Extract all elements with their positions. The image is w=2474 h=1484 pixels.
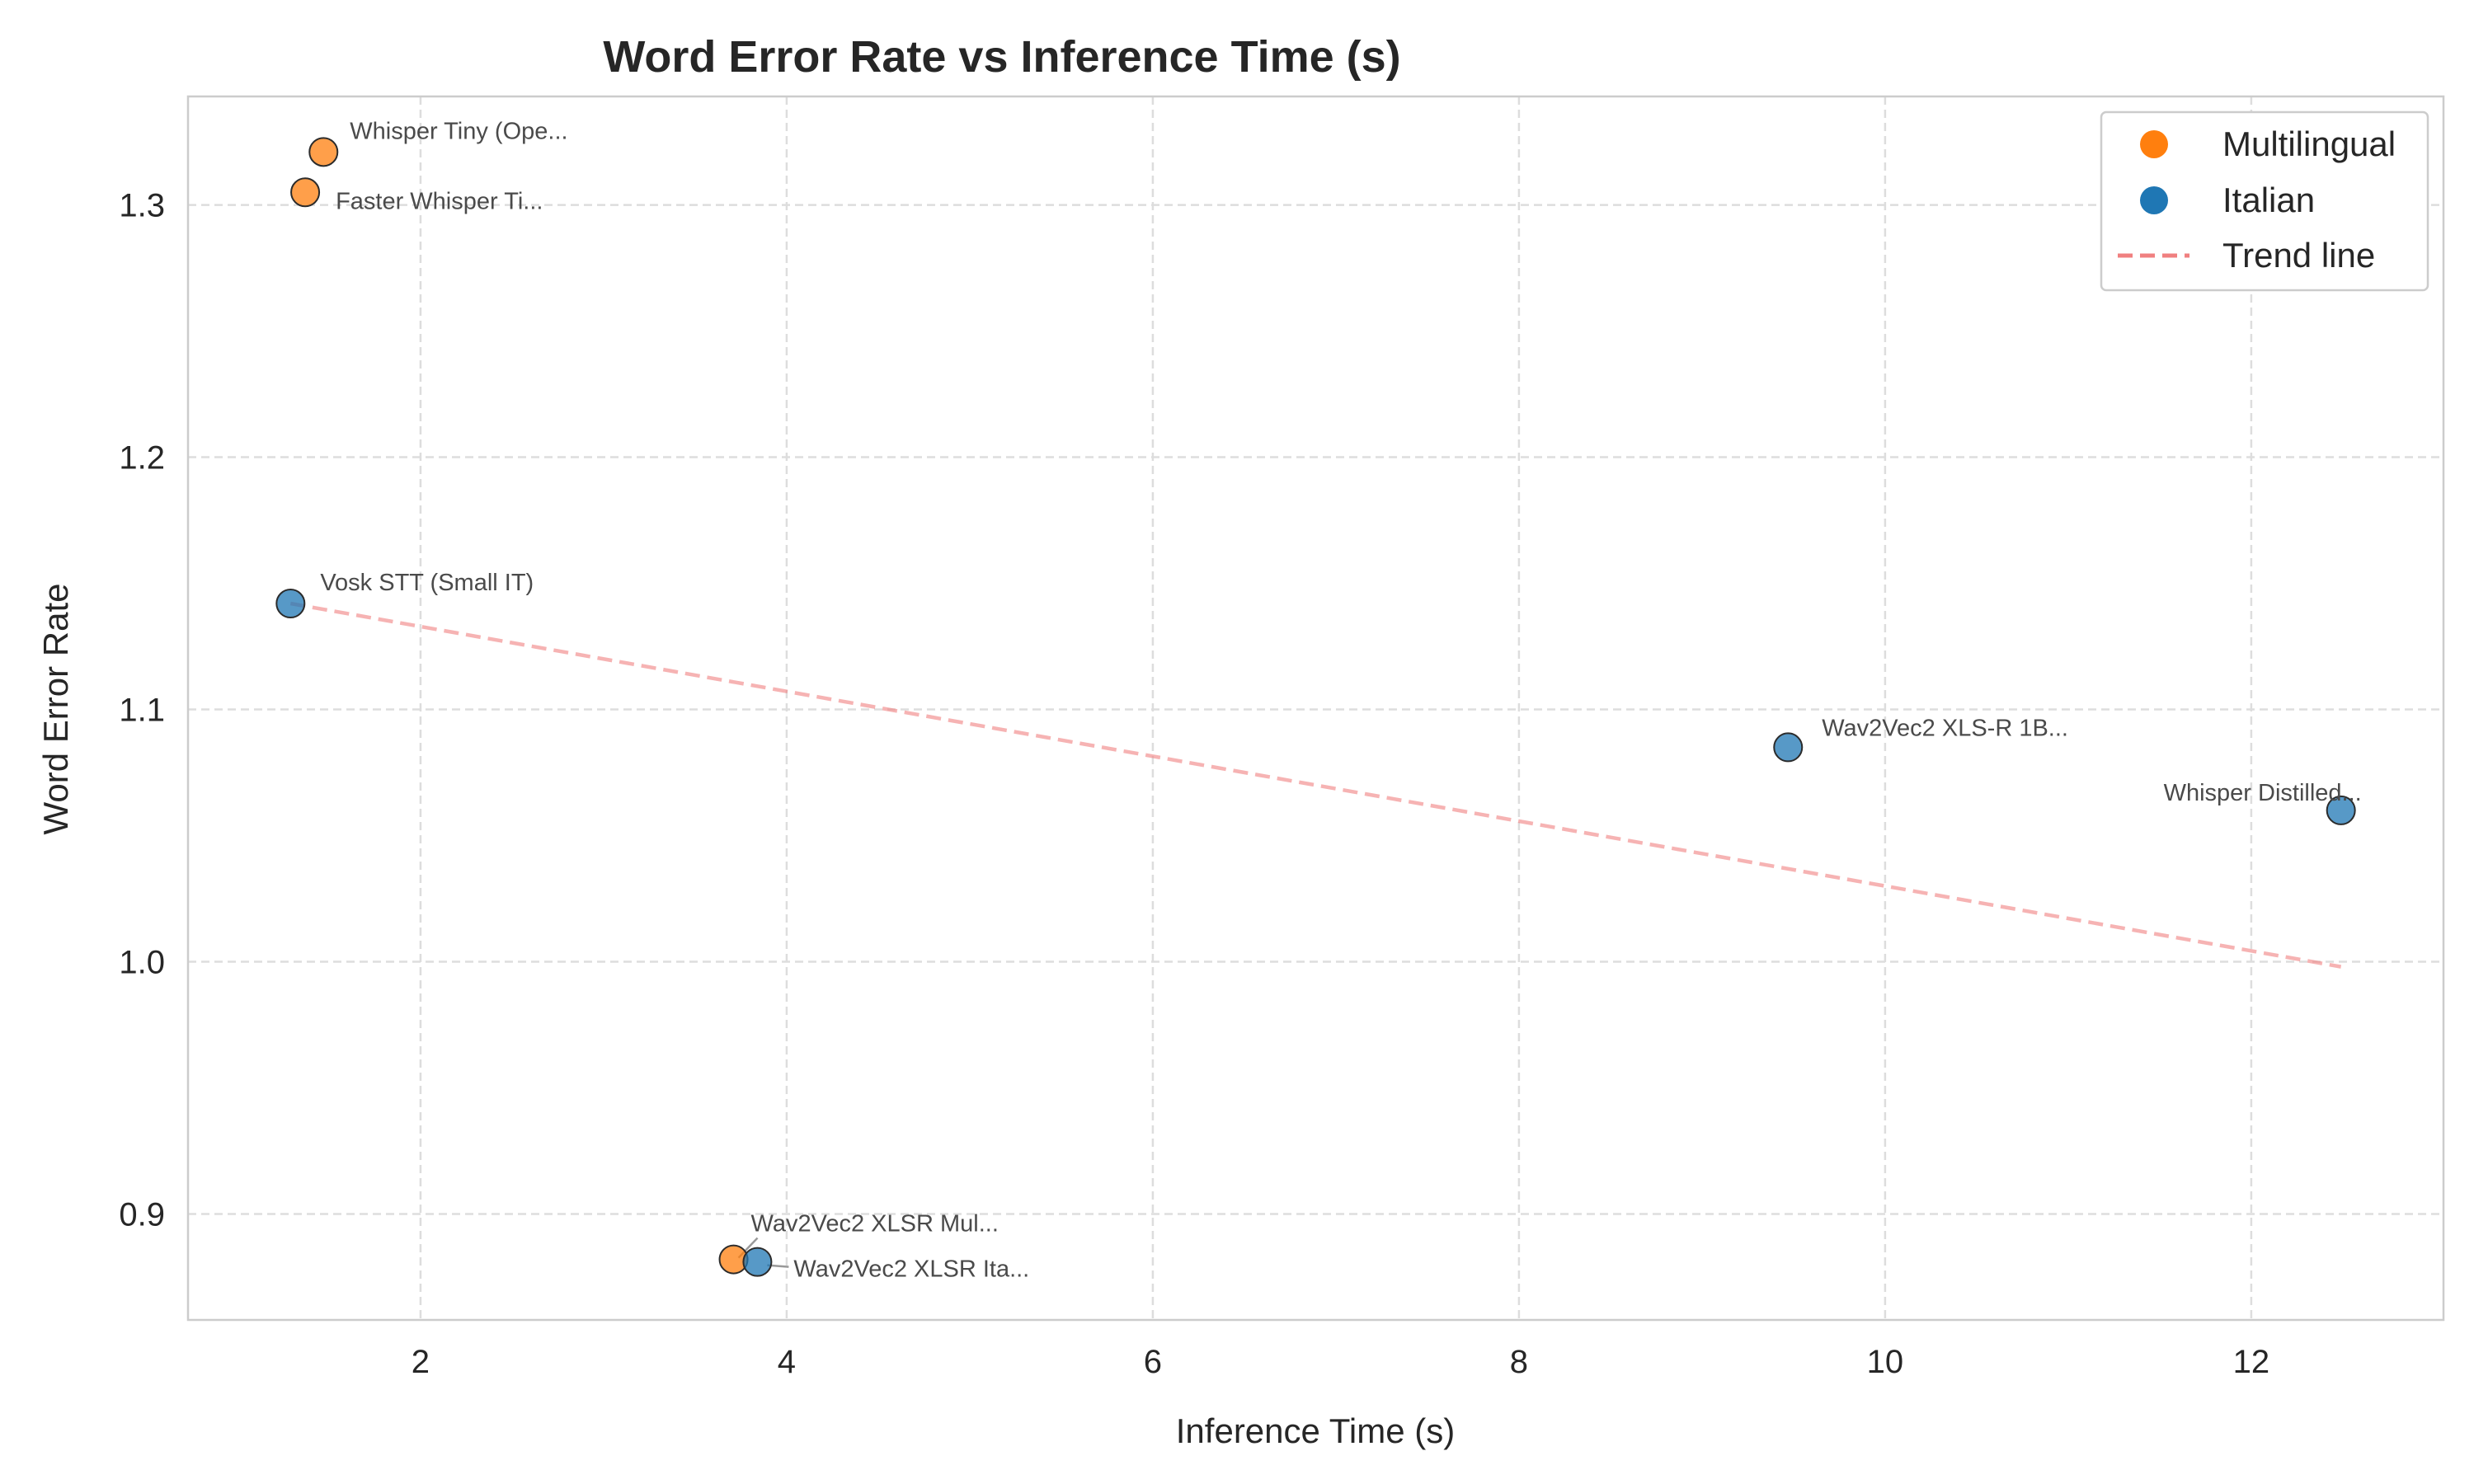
y-axis-label: Word Error Rate [36, 584, 75, 835]
x-axis-ticks: 2 4 6 8 10 12 [412, 1344, 2269, 1380]
point-label-whisper-distilled: Whisper Distilled... [2164, 780, 2362, 806]
point-label-faster-whisper-ti: Faster Whisper Ti... [336, 188, 543, 214]
y-tick-label: 1.3 [119, 188, 165, 224]
legend-label-multilingual: Multilingual [2222, 124, 2396, 163]
legend-box [2100, 110, 2429, 292]
point-vosk-stt-small-it [275, 589, 306, 619]
y-tick-label: 1.1 [119, 693, 165, 729]
point-faster-whisper-ti [290, 177, 321, 208]
x-tick-label: 12 [2233, 1344, 2270, 1380]
y-tick-label: 1.0 [119, 945, 165, 981]
point-wav2vec2-xls-r-1b [1773, 732, 1804, 763]
x-axis-label: Inference Time (s) [1176, 1411, 1455, 1450]
point-label-whisper-tiny-ope: Whisper Tiny (Ope... [350, 118, 567, 144]
point-labels: Whisper Tiny (Ope... Faster Whisper Ti...… [320, 118, 2361, 1282]
chart-title: Word Error Rate vs Inference Time (s) [603, 32, 1400, 82]
legend: Multilingual Italian Trend line [2100, 110, 2429, 292]
grid-lines [188, 96, 2443, 1320]
point-label-wav2vec2-xlsr-ita: Wav2Vec2 XLSR Ita... [793, 1256, 1029, 1283]
legend-label-italian: Italian [2222, 181, 2315, 219]
point-label-wav2vec2-xls-r-1b: Wav2Vec2 XLS-R 1B... [1822, 715, 2068, 741]
legend-marker-italian [2140, 186, 2168, 214]
trend-line [289, 601, 2342, 969]
point-label-wav2vec2-xlsr-mul: Wav2Vec2 XLSR Mul... [751, 1211, 999, 1237]
x-tick-label: 10 [1867, 1344, 1904, 1380]
x-tick-label: 6 [1144, 1344, 1162, 1380]
point-label-vosk-stt-small-it: Vosk STT (Small IT) [320, 570, 534, 596]
y-tick-label: 1.2 [119, 440, 165, 477]
point-whisper-tiny-ope [308, 137, 339, 167]
legend-marker-multilingual [2140, 130, 2168, 158]
y-tick-label: 0.9 [119, 1196, 165, 1233]
point-wav2vec2-xlsr-ita [742, 1247, 773, 1277]
point-whisper-distilled [2326, 795, 2356, 825]
data-points [275, 137, 2356, 1277]
plot-area-frame [186, 95, 2445, 1322]
x-tick-label: 2 [412, 1344, 430, 1380]
x-tick-label: 8 [1510, 1344, 1528, 1380]
legend-label-trend-line: Trend line [2222, 236, 2375, 275]
y-axis-ticks: 0.9 1.0 1.1 1.2 1.3 [119, 188, 165, 1233]
x-tick-label: 4 [778, 1344, 796, 1380]
